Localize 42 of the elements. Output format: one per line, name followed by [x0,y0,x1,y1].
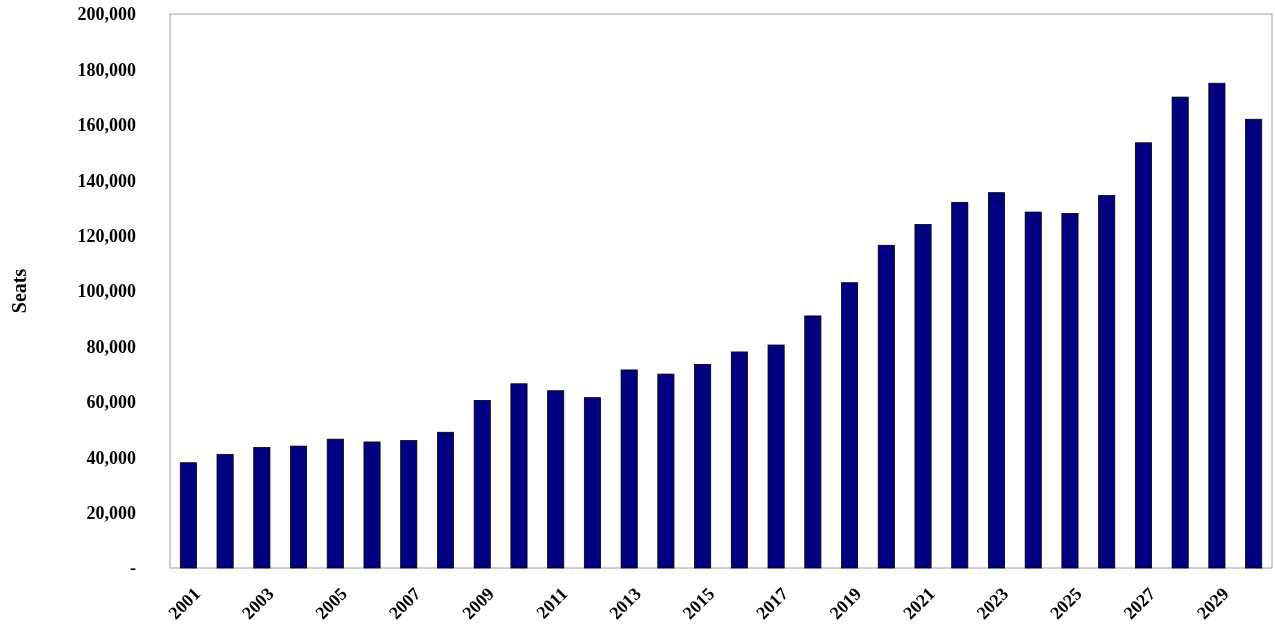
bar [694,364,712,569]
bar [1024,211,1042,569]
bar [951,201,969,569]
bar [179,462,197,569]
y-tick-label: 140,000 [77,170,136,191]
bar [473,400,491,569]
bar [1171,96,1189,569]
y-tick-label: - [130,558,136,579]
bar [1098,195,1116,569]
bar [363,441,381,569]
bar [510,383,528,569]
y-tick-label: 180,000 [77,59,136,80]
y-tick-label: 80,000 [86,336,136,357]
bar [877,244,895,569]
bar [1245,118,1263,569]
bar [730,351,748,569]
bar [804,315,822,569]
bar [216,454,234,569]
y-tick-label: 40,000 [86,447,136,468]
bar [290,445,308,569]
y-tick-label: 160,000 [77,115,136,136]
y-tick-label: 100,000 [77,281,136,302]
y-tick-label: 120,000 [77,225,136,246]
bar [620,369,638,569]
bar [914,224,932,569]
bar [988,192,1005,569]
bar [767,344,785,569]
bar [1208,82,1226,569]
bar [841,282,859,569]
bar [547,390,565,569]
bar [253,447,271,569]
bar [400,440,418,569]
y-axis-title: Seats [8,268,30,314]
bar [657,373,675,569]
y-tick-label: 60,000 [86,392,136,413]
bar [437,431,454,569]
bar [326,438,344,569]
bar [1061,213,1079,569]
y-tick-label: 200,000 [77,4,136,25]
y-tick-label: 20,000 [86,502,136,523]
bar [583,397,601,569]
bar [1134,142,1152,569]
